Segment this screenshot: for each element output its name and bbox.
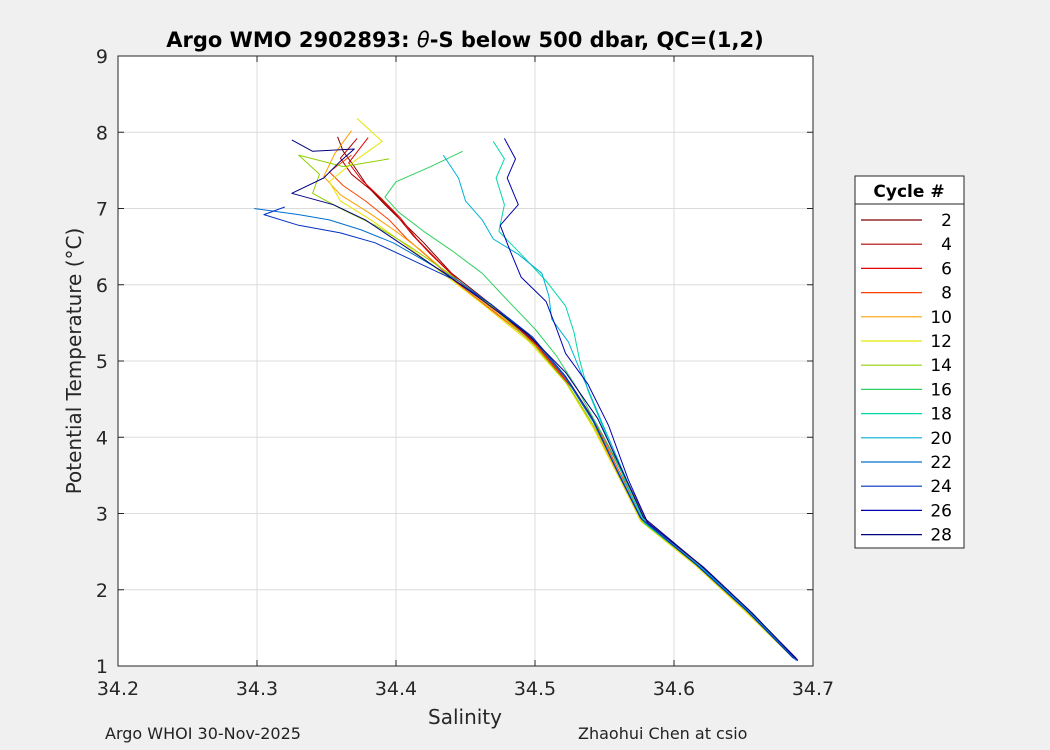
y-tick-label: 9 [96,46,108,68]
y-tick-label: 5 [96,351,108,373]
legend-label-cycle-14: 14 [930,356,952,376]
footer-credit-right: Zhaohui Chen at csio [578,724,748,743]
legend-label-cycle-18: 18 [930,405,952,425]
x-tick-label: 34.2 [97,678,139,700]
footer-credit-left: Argo WHOI 30-Nov-2025 [105,724,301,743]
x-axis-label: Salinity [428,705,502,729]
y-tick-label: 2 [96,580,108,602]
series-line-cycle-18 [492,141,797,661]
legend-label-cycle-28: 28 [930,526,952,546]
x-tick-label: 34.3 [236,678,278,700]
y-tick-label: 3 [96,504,108,526]
x-tick-label: 34.5 [514,678,556,700]
y-tick-label: 8 [96,122,108,144]
y-axis-label: Potential Temperature (°C) [62,228,86,495]
legend-label-cycle-16: 16 [930,380,952,400]
grid-lines [118,56,813,666]
legend-label-cycle-4: 4 [941,235,952,255]
x-tick-label: 34.4 [375,678,417,700]
y-tick-label: 1 [96,656,108,678]
series-line-cycle-24 [263,206,794,659]
series-line-cycle-12 [328,118,794,659]
title-theta-symbol: θ [417,28,430,52]
legend-label-cycle-2: 2 [941,211,952,231]
legend-title: Cycle # [873,182,944,202]
legend-label-cycle-22: 22 [930,453,952,473]
y-tick-label: 4 [96,427,108,449]
axis-ticks: 34.2 34.3 34.4 34.5 34.6 34.7 1 2 3 4 5 6 7 8 9 [96,46,834,700]
legend-label-cycle-24: 24 [930,477,952,497]
series-line-cycle-28 [291,139,797,659]
legend-label-cycle-8: 8 [941,284,952,304]
legend-label-cycle-10: 10 [930,308,952,328]
x-tick-label: 34.6 [653,678,695,700]
title-suffix: -S below 500 dbar, QC=(1,2) [430,28,764,52]
y-tick-label: 6 [96,275,108,297]
legend-label-cycle-26: 26 [930,501,952,521]
series-layer [254,118,799,662]
chart-title: Argo WMO 2902893: θ-S below 500 dbar, QC… [166,28,763,52]
series-line-cycle-26 [499,138,799,662]
x-tick-label: 34.7 [792,678,834,700]
y-tick-label: 7 [96,199,108,221]
legend-label-cycle-12: 12 [930,332,952,352]
legend-label-cycle-6: 6 [941,259,952,279]
series-line-cycle-20 [442,154,797,662]
title-prefix: Argo WMO 2902893: [166,28,417,52]
legend-label-cycle-20: 20 [930,429,952,449]
